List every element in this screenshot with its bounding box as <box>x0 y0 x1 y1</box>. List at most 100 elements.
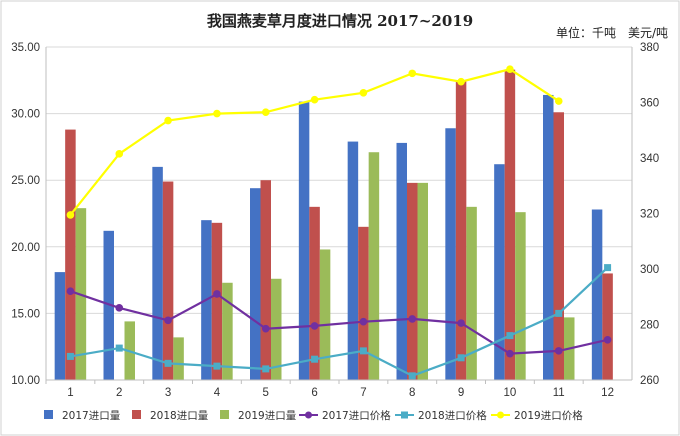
bar-2019进口量 <box>222 282 233 380</box>
bar-2018进口量 <box>602 273 613 380</box>
bar-2018进口量 <box>162 181 174 380</box>
point-2017进口价格 <box>66 287 75 296</box>
point-2018进口价格 <box>555 309 563 317</box>
bar-2017进口量 <box>543 94 554 381</box>
y-left-tick-label: 10.00 <box>11 375 40 387</box>
bar-2018进口量 <box>553 112 564 380</box>
point-2019进口价格 <box>310 95 319 104</box>
bar-2018进口量 <box>65 129 76 380</box>
y-left-tick-label: 15.00 <box>11 308 40 320</box>
bar-2017进口量 <box>591 209 603 380</box>
legend-label: 2017进口量 <box>62 410 121 422</box>
point-2017进口价格 <box>457 319 465 327</box>
bar-2017进口量 <box>347 141 359 380</box>
x-tick-label: 8 <box>409 387 415 399</box>
point-2018进口价格 <box>604 264 612 272</box>
bar-2019进口量 <box>271 278 282 380</box>
point-2017进口价格 <box>115 304 124 312</box>
point-2017进口价格 <box>164 316 172 325</box>
legend-swatch <box>44 410 53 419</box>
point-2019进口价格 <box>213 109 221 118</box>
legend-label: 2019进口价格 <box>514 409 583 422</box>
point-2018进口价格 <box>164 359 172 367</box>
point-2019进口价格 <box>554 97 563 105</box>
bar-2019进口量 <box>319 249 331 380</box>
bar-2017进口量 <box>152 166 163 380</box>
x-tick-label: 1 <box>67 387 73 399</box>
point-2019进口价格 <box>164 116 172 125</box>
x-tick-label: 6 <box>311 387 317 399</box>
bar-2018进口量 <box>358 226 369 380</box>
x-tick-label: 12 <box>601 387 614 399</box>
bar-2017进口量 <box>445 128 456 380</box>
bar-2018进口量 <box>504 69 516 381</box>
point-2018进口价格 <box>457 354 465 362</box>
y-left-tick-label: 30.00 <box>11 109 40 121</box>
point-2017进口价格 <box>359 317 368 326</box>
legend-label: 2018进口量 <box>150 410 209 422</box>
point-2019进口价格 <box>66 211 75 219</box>
point-2018进口价格 <box>115 344 123 352</box>
y-right-tick-label: 320 <box>640 209 659 221</box>
x-tick-label: 4 <box>214 387 221 399</box>
point-2019进口价格 <box>359 88 368 97</box>
bar-2017进口量 <box>298 101 310 380</box>
point-2019进口价格 <box>457 77 465 86</box>
legend-label: 2017进口价格 <box>322 409 391 422</box>
point-2018进口价格 <box>408 372 416 380</box>
x-tick-label: 2 <box>116 387 122 399</box>
bar-2017进口量 <box>250 188 261 380</box>
x-tick-label: 5 <box>263 387 269 399</box>
point-2019进口价格 <box>261 108 270 117</box>
bar-2018进口量 <box>211 222 223 380</box>
y-right-tick-label: 380 <box>640 42 659 54</box>
point-2017进口价格 <box>506 349 514 358</box>
bar-2019进口量 <box>173 337 184 380</box>
y-right-tick-label: 260 <box>640 375 659 387</box>
point-2018进口价格 <box>66 352 74 360</box>
bar-2018进口量 <box>455 80 467 381</box>
bar-2019进口量 <box>417 182 428 380</box>
y-right-tick-label: 360 <box>640 98 659 110</box>
y-left-tick-label: 20.00 <box>11 242 40 254</box>
y-right-tick-label: 280 <box>640 320 659 332</box>
y-left-tick-label: 35.00 <box>11 42 40 54</box>
legend-swatch <box>220 410 229 419</box>
axes: 10.00 15.00 20.00 25.00 30.00 35.00 260 280 300 3… <box>11 42 659 399</box>
bar-2018进口量 <box>260 180 271 380</box>
legend-label: 2019进口量 <box>238 410 297 422</box>
legend-label: 2018进口价格 <box>418 409 487 422</box>
point-2017进口价格 <box>310 322 319 330</box>
point-2019进口价格 <box>408 69 417 78</box>
line-series-group <box>66 65 612 380</box>
unit-label: 单位：千吨 美元/吨 <box>556 25 668 40</box>
point-2018进口价格 <box>213 362 221 370</box>
legend-swatch-marker <box>401 411 408 419</box>
point-2017进口价格 <box>408 315 417 323</box>
line-2017进口价格 <box>70 290 608 355</box>
point-2017进口价格 <box>603 335 612 344</box>
x-tick-label: 11 <box>553 387 565 399</box>
legend-swatch <box>132 410 141 419</box>
y-right-tick-label: 340 <box>640 153 659 165</box>
point-2018进口价格 <box>311 355 319 363</box>
bar-2019进口量 <box>515 212 526 380</box>
point-2019进口价格 <box>506 65 514 73</box>
point-2019进口价格 <box>115 150 124 158</box>
legend-swatch-marker <box>305 411 312 419</box>
bar-2019进口量 <box>466 206 477 380</box>
point-2017进口价格 <box>261 324 270 333</box>
line-2018进口价格 <box>70 266 609 377</box>
bar-2018进口量 <box>407 182 418 380</box>
bar-2017进口量 <box>54 272 66 380</box>
point-2018进口价格 <box>359 347 367 355</box>
x-tick-label: 10 <box>504 387 517 399</box>
bar-2017进口量 <box>396 142 407 380</box>
y-left-tick-label: 25.00 <box>11 175 40 187</box>
bar-2019进口量 <box>368 152 380 380</box>
bar-2018进口量 <box>309 206 320 380</box>
chart-title: 我国燕麦草月度进口情况 2017~2019 <box>207 12 473 30</box>
